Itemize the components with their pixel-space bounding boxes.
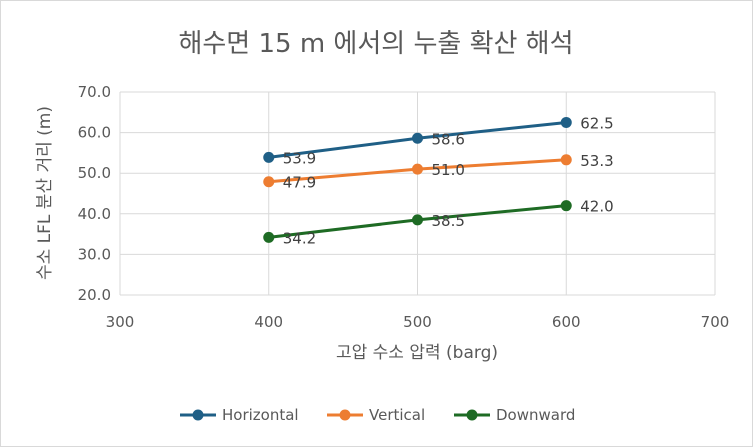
x-axis-ticks: 300 400 500 600 700 [106, 313, 730, 331]
data-point [412, 214, 423, 226]
chart-title: 해수면 15 m 에서의 누출 확산 해석 [178, 29, 573, 59]
legend-item-downward: Downward [454, 406, 575, 424]
x-tick-label: 700 [701, 313, 730, 331]
y-tick-label: 70.0 [78, 83, 111, 101]
y-tick-label: 20.0 [78, 286, 111, 304]
data-label: 53.3 [580, 152, 613, 170]
legend-marker [192, 409, 204, 421]
y-tick-label: 50.0 [78, 164, 111, 182]
y-axis-title: 수소 LFL 분산 거리 (m) [35, 106, 55, 280]
data-label: 34.2 [283, 229, 316, 247]
x-tick-label: 500 [403, 313, 432, 331]
data-point [560, 154, 572, 166]
data-label: 47.9 [283, 174, 316, 192]
data-point [560, 200, 572, 212]
data-point [412, 132, 423, 144]
y-tick-label: 60.0 [78, 124, 111, 142]
y-tick-label: 40.0 [78, 205, 111, 223]
data-label: 62.5 [580, 114, 613, 132]
data-label: 58.6 [432, 130, 465, 148]
y-axis-ticks: 20.0 30.0 40.0 50.0 60.0 70.0 [78, 83, 111, 304]
legend: Horizontal Vertical Downward [180, 406, 575, 424]
series-group: 53.9 58.6 62.5 47.9 51.0 53.3 34.2 38.5 42.0 [263, 114, 614, 247]
data-point [263, 151, 275, 163]
data-point [263, 176, 275, 188]
y-tick-label: 30.0 [78, 245, 111, 263]
x-tick-label: 600 [552, 313, 581, 331]
gridlines [119, 91, 716, 296]
series-vertical: 47.9 51.0 53.3 [263, 152, 614, 192]
data-point [560, 116, 572, 128]
legend-item-vertical: Vertical [327, 406, 425, 424]
legend-label: Downward [496, 406, 575, 424]
legend-item-horizontal: Horizontal [180, 406, 299, 424]
data-point [263, 231, 275, 243]
legend-marker [466, 409, 478, 421]
legend-marker [339, 409, 351, 421]
series-downward: 34.2 38.5 42.0 [263, 198, 614, 247]
data-label: 51.0 [432, 161, 465, 179]
x-tick-label: 300 [106, 313, 135, 331]
legend-label: Horizontal [222, 406, 299, 424]
data-label: 38.5 [432, 212, 465, 230]
x-axis-title: 고압 수소 압력 (barg) [336, 343, 498, 363]
data-label: 42.0 [580, 198, 613, 216]
x-tick-label: 400 [254, 313, 283, 331]
data-label: 53.9 [283, 149, 316, 167]
series-horizontal: 53.9 58.6 62.5 [263, 114, 614, 167]
legend-label: Vertical [369, 406, 425, 424]
data-point [412, 163, 423, 175]
